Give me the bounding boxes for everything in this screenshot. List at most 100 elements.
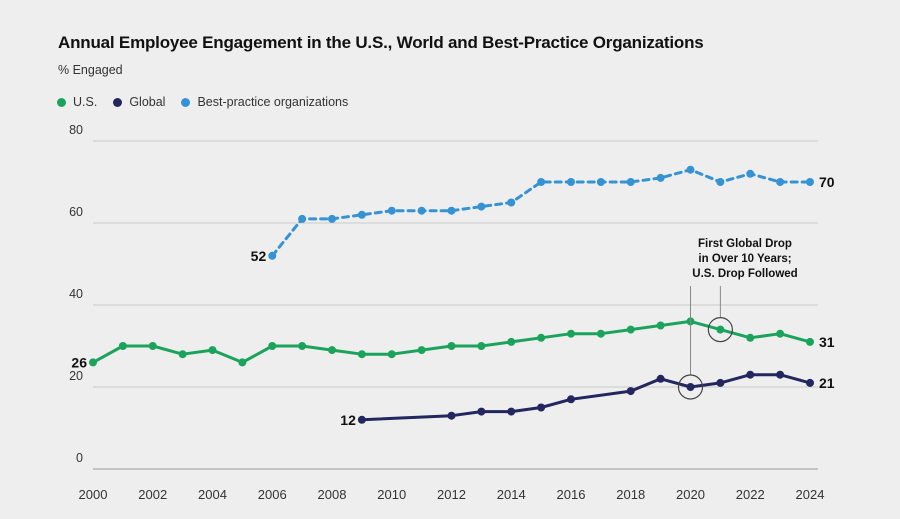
data-point-global-2014 bbox=[507, 407, 516, 416]
data-point-global-2016 bbox=[567, 395, 575, 404]
legend-label-global: Global bbox=[129, 95, 166, 109]
annotation-text-line-2: in Over 10 Years; bbox=[698, 253, 791, 265]
data-point-best-practice-organizations-2014 bbox=[507, 198, 516, 207]
data-point-u-s-2015 bbox=[537, 333, 546, 342]
legend-label-best-practice: Best-practice organizations bbox=[197, 95, 349, 109]
data-point-u-s-2012 bbox=[447, 342, 456, 350]
data-point-global-2015 bbox=[537, 403, 546, 412]
data-point-best-practice-organizations-2020 bbox=[686, 165, 695, 174]
data-point-best-practice-organizations-2017 bbox=[596, 178, 605, 186]
y-tick-label-60: 60 bbox=[69, 205, 83, 219]
data-point-best-practice-organizations-2023 bbox=[776, 178, 785, 186]
x-tick-label-2022: 2022 bbox=[736, 487, 765, 502]
data-point-u-s-2019 bbox=[656, 321, 665, 330]
data-point-u-s-2004 bbox=[208, 346, 217, 355]
data-point-global-2012 bbox=[447, 411, 456, 420]
y-tick-label-80: 80 bbox=[69, 123, 83, 137]
end-label-global: 21 bbox=[819, 375, 835, 391]
data-point-global-2018 bbox=[626, 387, 635, 396]
legend-label-us: U.S. bbox=[73, 95, 98, 109]
data-point-best-practice-organizations-2011 bbox=[417, 206, 426, 215]
series-line-u-s bbox=[91, 319, 812, 364]
y-tick-label-40: 40 bbox=[69, 287, 83, 301]
x-tick-label-2000: 2000 bbox=[79, 487, 108, 502]
legend-item-global: Global bbox=[113, 95, 165, 109]
data-point-best-practice-organizations-2013 bbox=[477, 202, 486, 211]
data-point-global-2009 bbox=[357, 415, 366, 424]
start-label-u-s: 26 bbox=[71, 354, 87, 370]
data-point-best-practice-organizations-2008 bbox=[328, 214, 336, 223]
y-tick-label-20: 20 bbox=[69, 369, 83, 383]
data-point-u-s-2022 bbox=[746, 333, 755, 342]
x-tick-label-2020: 2020 bbox=[676, 487, 705, 502]
legend-marker-best-practice bbox=[181, 97, 191, 107]
legend-marker-global bbox=[113, 97, 123, 107]
data-point-best-practice-organizations-2021 bbox=[716, 178, 725, 186]
data-point-best-practice-organizations-2007 bbox=[298, 214, 307, 223]
end-label-u-s: 31 bbox=[819, 334, 835, 350]
x-tick-label-2014: 2014 bbox=[497, 487, 526, 502]
data-point-u-s-2014 bbox=[507, 337, 516, 346]
data-point-u-s-2003 bbox=[178, 350, 187, 359]
data-point-global-2020 bbox=[686, 383, 695, 391]
data-point-best-practice-organizations-2006 bbox=[268, 251, 277, 260]
x-tick-label-2024: 2024 bbox=[796, 487, 825, 502]
series-line-global bbox=[360, 373, 812, 422]
data-point-u-s-2024 bbox=[806, 337, 814, 346]
x-tick-label-2010: 2010 bbox=[377, 487, 406, 502]
legend-item-best-practice: Best-practice organizations bbox=[181, 95, 348, 109]
data-point-u-s-2002 bbox=[148, 342, 157, 350]
data-point-u-s-2011 bbox=[417, 346, 426, 355]
annotation-text-line-3: U.S. Drop Followed bbox=[692, 268, 797, 280]
x-tick-label-2006: 2006 bbox=[258, 487, 287, 502]
data-point-u-s-2005 bbox=[238, 358, 247, 367]
chart-title: Annual Employee Engagement in the U.S., … bbox=[58, 33, 704, 52]
data-point-u-s-2018 bbox=[626, 325, 635, 334]
x-tick-label-2002: 2002 bbox=[138, 487, 167, 502]
data-point-u-s-2010 bbox=[387, 350, 396, 359]
data-point-u-s-2021 bbox=[716, 325, 725, 334]
x-tick-label-2012: 2012 bbox=[437, 487, 466, 502]
x-tick-label-2018: 2018 bbox=[616, 487, 645, 502]
chart-legend: U.S. Global Best-practice organizations bbox=[57, 95, 348, 109]
data-point-best-practice-organizations-2022 bbox=[746, 169, 755, 178]
data-point-best-practice-organizations-2015 bbox=[537, 178, 546, 186]
legend-marker-us bbox=[57, 97, 66, 107]
data-point-best-practice-organizations-2024 bbox=[806, 178, 814, 186]
data-point-global-2013 bbox=[477, 407, 486, 416]
y-axis-label: % Engaged bbox=[58, 63, 123, 77]
legend-item-us: U.S. bbox=[57, 95, 97, 109]
data-point-best-practice-organizations-2016 bbox=[567, 178, 575, 186]
data-point-best-practice-organizations-2012 bbox=[447, 206, 456, 215]
end-label-best-practice-organizations: 70 bbox=[819, 174, 835, 190]
data-point-u-s-2001 bbox=[118, 342, 127, 350]
y-tick-label-0: 0 bbox=[76, 451, 83, 465]
data-point-u-s-2009 bbox=[357, 350, 366, 359]
data-point-best-practice-organizations-2019 bbox=[656, 173, 665, 182]
data-point-u-s-2016 bbox=[567, 329, 575, 338]
data-point-u-s-2008 bbox=[328, 346, 336, 355]
x-tick-label-2004: 2004 bbox=[198, 487, 227, 502]
x-tick-label-2016: 2016 bbox=[557, 487, 586, 502]
data-point-global-2024 bbox=[806, 378, 814, 387]
data-point-best-practice-organizations-2018 bbox=[626, 178, 635, 186]
data-point-best-practice-organizations-2010 bbox=[387, 206, 396, 215]
data-point-u-s-2023 bbox=[776, 329, 785, 338]
data-point-global-2022 bbox=[746, 370, 755, 379]
start-label-best-practice-organizations: 52 bbox=[251, 248, 267, 264]
annotation-circle-1 bbox=[677, 374, 704, 400]
data-point-global-2021 bbox=[716, 378, 725, 387]
data-point-u-s-2000 bbox=[89, 358, 97, 367]
x-tick-label-2008: 2008 bbox=[318, 487, 347, 502]
data-point-u-s-2013 bbox=[477, 342, 486, 350]
annotation-circle-2 bbox=[707, 317, 733, 343]
data-point-u-s-2017 bbox=[596, 329, 605, 338]
data-point-u-s-2006 bbox=[268, 342, 277, 350]
data-point-u-s-2007 bbox=[298, 342, 307, 350]
start-label-global: 12 bbox=[340, 412, 356, 428]
data-point-best-practice-organizations-2009 bbox=[357, 210, 366, 219]
annotation-text-line-1: First Global Drop bbox=[698, 238, 792, 250]
data-point-global-2019 bbox=[656, 374, 665, 383]
data-point-global-2023 bbox=[776, 370, 785, 379]
